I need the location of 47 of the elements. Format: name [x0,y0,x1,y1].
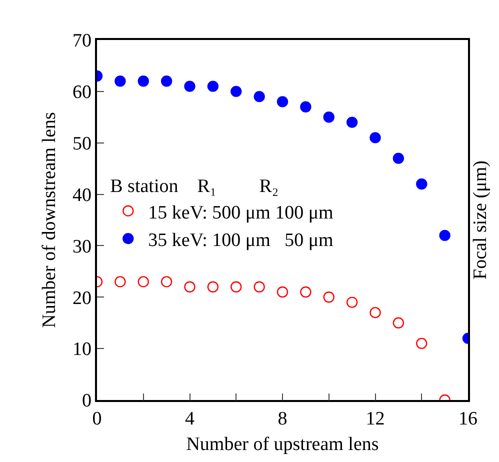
point [370,306,381,318]
point [439,230,450,242]
point [370,132,381,144]
point [300,101,312,112]
point [276,96,288,108]
y-tick-label: 50 [72,134,92,155]
point [207,80,219,92]
x-tick-label: 8 [278,408,288,430]
point [392,317,404,328]
point [114,276,126,288]
point [207,281,219,292]
point [300,286,312,298]
point [346,296,358,308]
point [416,338,428,350]
point [346,116,358,128]
point [323,112,334,123]
y-tick-label: 40 [72,184,92,206]
point [276,286,288,298]
legend-label: 15 keV: 500 μm 100 μm [148,202,334,224]
y-tick-label: 20 [72,288,92,309]
y-axis-title: Number of downstream lens [38,112,60,328]
legend-title: B station R₁ R₂ [110,176,279,197]
point [114,76,126,87]
point [160,76,172,87]
point [416,178,428,190]
point [254,90,265,102]
point [392,152,404,164]
legend-label: 35 keV: 100 μm 50 μm [148,230,334,251]
x-tick-label: 12 [366,408,385,430]
point [254,281,265,292]
x-tick-label: 16 [458,408,478,430]
y-tick-label: 60 [72,82,92,104]
y2-axis-title: Focal size (μm) [470,160,491,280]
point [230,281,242,292]
x-tick-label: 4 [185,408,195,430]
y-tick-label: 0 [82,390,92,412]
point [323,292,334,303]
x-axis-title: Number of upstream lens [186,434,379,455]
point [184,281,196,292]
y-tick-label: 30 [72,236,92,258]
y-tick-label: 70 [72,30,92,52]
point [230,86,242,98]
point [160,276,172,288]
point [138,76,149,87]
point [138,276,149,288]
y-tick-label: 10 [72,339,92,360]
point [184,80,196,92]
